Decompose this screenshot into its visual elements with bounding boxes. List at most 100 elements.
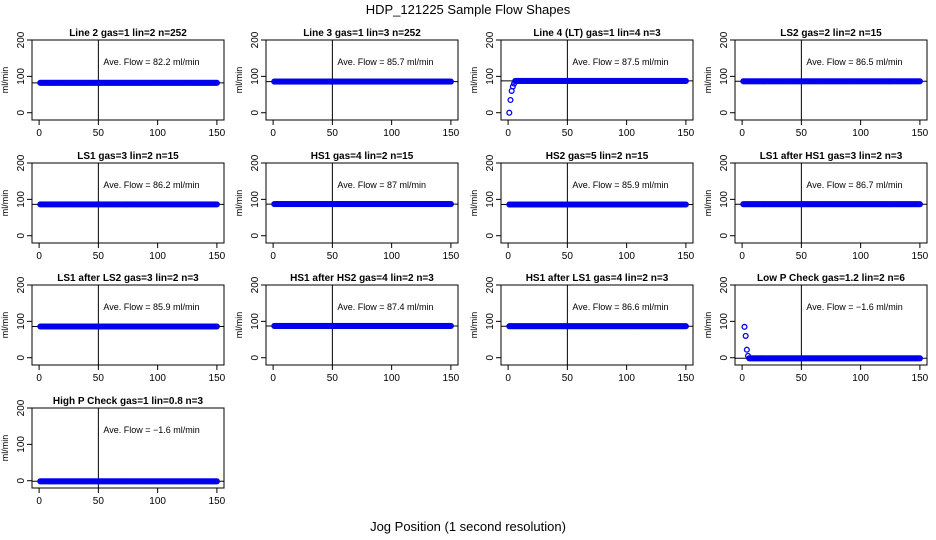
- y-tick-label: 100: [16, 68, 27, 85]
- y-tick-label: 100: [250, 313, 261, 330]
- y-tick-label: 0: [250, 355, 261, 361]
- data-point: [916, 355, 923, 362]
- plot-frame: [31, 162, 225, 244]
- figure-title: HDP_121225 Sample Flow Shapes: [365, 2, 571, 17]
- y-tick-label: 100: [16, 191, 27, 208]
- y-tick-label: 0: [485, 233, 496, 239]
- x-tick-label: 50: [796, 128, 808, 139]
- panel-4: LS2 gas=2 lin=2 n=15 ml/min 0 100 200 0 50 100 1…: [703, 28, 929, 139]
- plot-frame: [500, 39, 694, 121]
- x-tick-label: 100: [852, 251, 869, 262]
- y-tick-label: 200: [16, 154, 27, 171]
- x-tick-label: 150: [209, 251, 226, 262]
- x-tick-label: 50: [93, 251, 105, 262]
- x-tick-label: 100: [149, 496, 166, 507]
- x-tick-label: 0: [36, 496, 42, 507]
- panel-title: LS1 after HS1 gas=3 lin=2 n=3: [760, 151, 903, 162]
- panel-9: LS1 after LS2 gas=3 lin=2 n=3 ml/min 0 100 2…: [0, 273, 226, 384]
- panel-title: Low P Check gas=1.2 lin=2 n=6: [757, 273, 905, 284]
- x-tick-label: 100: [618, 128, 635, 139]
- panel-title: LS1 after LS2 gas=3 lin=2 n=3: [57, 273, 199, 284]
- y-tick-label: 0: [16, 110, 27, 116]
- data-point: [447, 201, 454, 208]
- panel-title: HS1 gas=4 lin=2 n=15: [311, 151, 414, 162]
- data-point: [742, 332, 749, 339]
- y-axis-label: ml/min: [0, 190, 10, 217]
- y-axis-label: ml/min: [234, 67, 244, 94]
- average-flow-annotation: Ave. Flow = 86.2 ml/min: [103, 180, 199, 190]
- x-tick-label: 150: [912, 251, 929, 262]
- x-tick-label: 0: [739, 128, 745, 139]
- average-flow-annotation: Ave. Flow = 85.9 ml/min: [103, 302, 199, 312]
- y-tick-label: 200: [719, 276, 730, 293]
- plot-frame: [500, 162, 694, 244]
- x-tick-label: 150: [443, 373, 460, 384]
- average-flow-annotation: Ave. Flow = 86.5 ml/min: [806, 57, 902, 67]
- y-tick-label: 100: [485, 68, 496, 85]
- x-tick-label: 50: [562, 128, 574, 139]
- x-tick-label: 100: [383, 128, 400, 139]
- x-tick-label: 0: [739, 373, 745, 384]
- x-tick-label: 150: [678, 128, 695, 139]
- data-point: [682, 201, 689, 208]
- x-tick-label: 100: [383, 251, 400, 262]
- y-tick-label: 100: [719, 68, 730, 85]
- x-tick-label: 50: [93, 128, 105, 139]
- y-tick-label: 200: [719, 154, 730, 171]
- y-tick-label: 0: [485, 110, 496, 116]
- y-axis-label: ml/min: [234, 312, 244, 339]
- panel-7: HS2 gas=5 lin=2 n=15 ml/min 0 100 200 0 50 100 1…: [469, 151, 695, 262]
- y-tick-label: 200: [250, 31, 261, 48]
- x-tick-label: 150: [678, 251, 695, 262]
- y-axis-label: ml/min: [703, 67, 713, 94]
- x-tick-label: 0: [505, 128, 511, 139]
- data-point: [507, 96, 514, 104]
- x-tick-label: 150: [443, 128, 460, 139]
- plot-frame: [734, 39, 928, 121]
- average-flow-annotation: Ave. Flow = 87.5 ml/min: [572, 57, 668, 67]
- y-tick-label: 0: [250, 110, 261, 116]
- plot-frame: [31, 407, 225, 489]
- y-tick-label: 100: [485, 191, 496, 208]
- y-axis-label: ml/min: [703, 312, 713, 339]
- panel-title: HS1 after LS1 gas=4 lin=2 n=3: [526, 273, 669, 284]
- average-flow-annotation: Ave. Flow = 87 ml/min: [337, 180, 426, 190]
- x-tick-label: 150: [209, 128, 226, 139]
- panel-3: Line 4 (LT) gas=1 lin=4 n=3 ml/min 0 100 200…: [469, 28, 695, 139]
- y-tick-label: 0: [719, 355, 730, 361]
- plot-frame: [265, 39, 459, 121]
- plot-frame: [500, 284, 694, 366]
- x-tick-label: 0: [270, 251, 276, 262]
- x-tick-label: 100: [149, 128, 166, 139]
- x-tick-label: 0: [505, 251, 511, 262]
- average-flow-annotation: Ave. Flow = 86.6 ml/min: [572, 302, 668, 312]
- y-tick-label: 0: [485, 355, 496, 361]
- x-tick-label: 150: [443, 251, 460, 262]
- y-tick-label: 100: [250, 68, 261, 85]
- y-axis-label: ml/min: [469, 190, 479, 217]
- panel-title: Line 4 (LT) gas=1 lin=4 n=3: [533, 28, 661, 39]
- average-flow-annotation: Ave. Flow = 85.7 ml/min: [337, 57, 433, 67]
- plot-frame: [31, 284, 225, 366]
- data-point: [213, 79, 220, 86]
- x-tick-label: 0: [270, 128, 276, 139]
- y-tick-label: 0: [250, 233, 261, 239]
- y-tick-label: 0: [16, 478, 27, 484]
- x-tick-label: 0: [36, 251, 42, 262]
- x-tick-label: 100: [618, 373, 635, 384]
- data-point: [447, 322, 454, 329]
- panel-title: High P Check gas=1 lin=0.8 n=3: [53, 396, 204, 407]
- y-tick-label: 100: [485, 313, 496, 330]
- x-tick-label: 50: [93, 496, 105, 507]
- x-tick-label: 0: [36, 373, 42, 384]
- y-tick-label: 200: [485, 154, 496, 171]
- average-flow-annotation: Ave. Flow = 82.2 ml/min: [103, 57, 199, 67]
- panel-5: LS1 gas=3 lin=2 n=15 ml/min 0 100 200 0 50 100 1…: [0, 151, 226, 262]
- panel-title: Line 3 gas=1 lin=3 n=252: [303, 28, 421, 39]
- x-tick-label: 0: [505, 373, 511, 384]
- data-point: [682, 77, 689, 84]
- plot-frame: [734, 162, 928, 244]
- y-axis-label: ml/min: [0, 67, 10, 94]
- y-tick-label: 0: [719, 233, 730, 239]
- y-tick-label: 0: [719, 110, 730, 116]
